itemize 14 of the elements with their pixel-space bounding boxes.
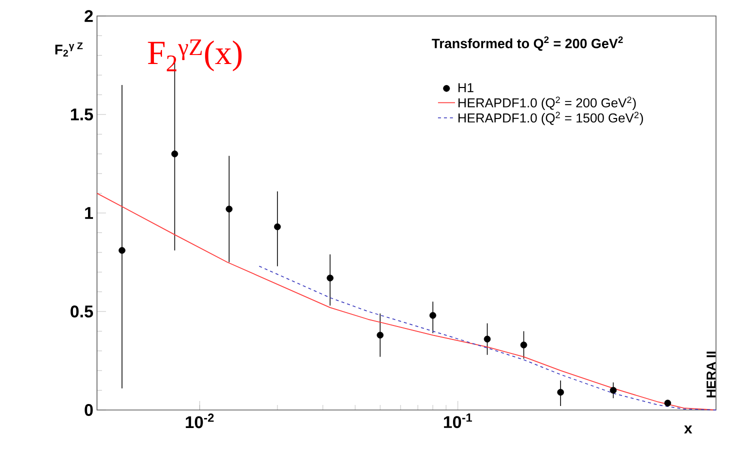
legend-label: HERAPDF1.0 (Q$^{2}$ = 1500 GeV$^{2}$) bbox=[458, 112, 643, 126]
y-tick-label: 1 bbox=[85, 207, 94, 219]
y-tick-label: 0 bbox=[84, 404, 93, 416]
x-axis-title: x bbox=[684, 426, 692, 434]
legend-label: H1 bbox=[458, 83, 474, 92]
x-tick-label: 10$^{-2}$ bbox=[186, 414, 214, 428]
legend-label: HERAPDF1.0 (Q$^{2}$ = 200 GeV$^{2}$) bbox=[458, 96, 636, 110]
y-tick-label: 2 bbox=[84, 10, 93, 22]
y-tick-label: 1.5 bbox=[70, 108, 94, 120]
y-tick-label: 0.5 bbox=[70, 306, 94, 318]
x-tick-label: 10$^{-1}$ bbox=[444, 414, 472, 428]
y-axis-title: F$_{2}$γ Z bbox=[55, 42, 83, 57]
annotation: HERA II bbox=[706, 352, 716, 398]
annotation: Transformed to Q$^{2}$ = 200 GeV$^{2}$ bbox=[432, 36, 623, 51]
